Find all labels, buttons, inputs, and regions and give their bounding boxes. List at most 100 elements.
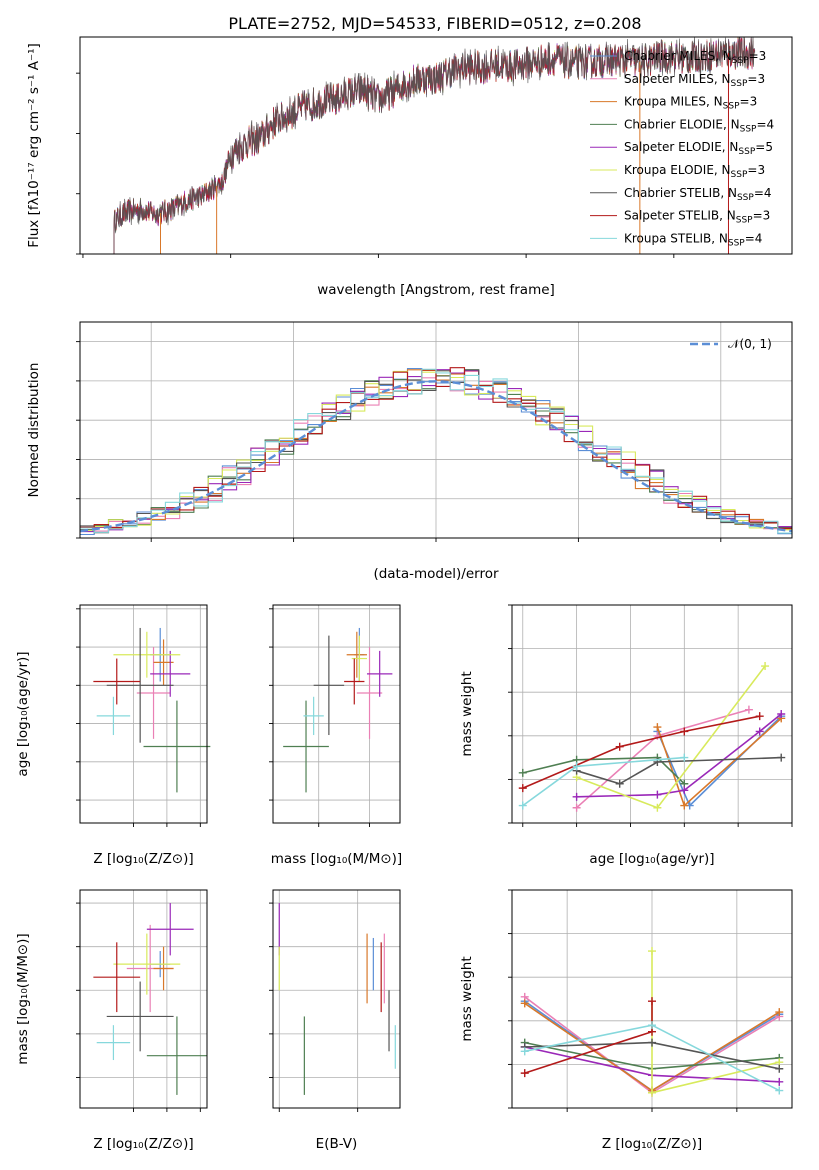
legend-entry: Kroupa ELODIE, NSSP=3 [624, 163, 765, 180]
axes-frame [511, 604, 793, 824]
weight-marker [615, 742, 624, 751]
y-axis-label: Normed distribution [26, 363, 42, 498]
legend-text: Chabrier ELODIE, N [624, 117, 740, 131]
axes-age-vs-mass: mass [log₁₀(M/M⊙)] [269, 604, 402, 867]
legend-subscript: SSP [737, 193, 754, 203]
legend-entry: Kroupa STELIB, NSSP=4 [624, 231, 762, 248]
legend-tail: =3 [747, 72, 765, 86]
weight-marker [518, 784, 527, 793]
errorbar-point [283, 700, 329, 793]
legend-tail: =4 [745, 231, 763, 245]
weight-marker [775, 1077, 784, 1086]
axes-mass-weight-vs-age: age [log₁₀(age/yr)] mass weight [459, 604, 793, 867]
weight-marker [680, 727, 689, 736]
weight-marker [572, 762, 581, 771]
legend-entry: Salpeter MILES, NSSP=3 [624, 72, 765, 89]
weight-marker [518, 768, 527, 777]
weight-marker [648, 997, 656, 1006]
weight-marker [520, 999, 529, 1008]
histogram-kroupa-stelib [80, 368, 792, 534]
weight-marker [653, 803, 662, 812]
x-axis-label: age [log₁₀(age/yr)] [589, 851, 714, 867]
weight-marker [680, 753, 689, 762]
errorbar-point [146, 1016, 207, 1095]
legend-text: Chabrier STELIB, N [624, 186, 737, 200]
errorbar-point [150, 650, 191, 697]
legend-subscript: SSP [731, 170, 748, 180]
y-axis-label: mass [log₁₀(M/M⊙)] [15, 933, 31, 1064]
weight-marker [520, 1069, 529, 1078]
weight-marker [648, 1021, 656, 1030]
weight-line-chabrier-stelib [576, 756, 782, 785]
weight-marker [744, 705, 753, 714]
legend-text: Kroupa ELODIE, N [624, 163, 731, 177]
x-axis-label: Z [log₁₀(Z/Z⊙)] [93, 1136, 193, 1152]
legend-tail: =3 [747, 163, 765, 177]
errorbar-point [96, 1025, 131, 1061]
legend-subscript: SSP [731, 79, 748, 89]
legend-text: Kroupa STELIB, N [624, 231, 728, 245]
normal-curve [79, 380, 793, 533]
errorbar-point [303, 696, 324, 736]
axes-frame [272, 889, 401, 1109]
axes-frame [79, 604, 208, 824]
weight-marker [777, 753, 786, 762]
legend-entry: Chabrier MILES, NSSP=3 [624, 49, 766, 66]
errorbar-point [113, 631, 181, 678]
errorbar-point [356, 647, 383, 739]
legend-tail: =3 [740, 95, 758, 109]
weight-line-salpeter-elodie [576, 713, 782, 798]
errorbar-point [93, 658, 141, 705]
errorbar-point [344, 658, 365, 705]
errorbar-point [366, 650, 393, 697]
legend-tail: =4 [756, 117, 774, 131]
axes-mass-vs-Z: Z [log₁₀(Z/Z⊙)] mass [log₁₀(M/M⊙)] [15, 889, 208, 1152]
weight-line-chabrier-elodie [522, 756, 685, 785]
errorbar-point [313, 635, 345, 736]
x-axis-label: Z [log₁₀(Z/Z⊙)] [602, 1136, 702, 1152]
legend-subscript: SSP [732, 56, 749, 66]
axes-age-vs-Z: Z [log₁₀(Z/Z⊙)] age [log₁₀(age/yr)] [15, 604, 211, 867]
axes-residual-histogram: (data-model)/error Normed distribution 𝒩(0… [26, 321, 793, 582]
errorbar-point [106, 627, 174, 743]
weight-marker [518, 801, 527, 810]
legend-entry: Kroupa MILES, NSSP=3 [624, 95, 757, 112]
weight-marker [615, 779, 624, 788]
y-axis-label: mass weight [459, 671, 475, 756]
legend-text: Chabrier MILES, N [624, 49, 732, 63]
legend-text: Kroupa MILES, N [624, 95, 723, 109]
legend-entry: Salpeter STELIB, NSSP=3 [624, 209, 770, 226]
weight-marker [777, 710, 786, 718]
weight-marker [775, 1064, 784, 1073]
weight-marker [520, 1047, 529, 1056]
weight-line-kroupa-stelib [522, 756, 685, 807]
legend-subscript: SSP [728, 238, 745, 248]
weight-marker [572, 803, 581, 812]
spectrum-line-chabrier-stelib [113, 37, 756, 254]
legend-subscript: SSP [740, 124, 757, 134]
axes-mass-vs-EBV: E(B-V) [269, 889, 401, 1152]
x-axis-label: E(B-V) [316, 1136, 358, 1152]
legend-text: Salpeter ELODIE, N [624, 140, 738, 154]
axes-frame [272, 604, 401, 824]
weight-line-kroupa-elodie [576, 665, 766, 809]
weight-marker [648, 1088, 656, 1097]
legend-text: Salpeter STELIB, N [624, 209, 736, 223]
errorbar-point [136, 647, 171, 739]
weight-marker [653, 790, 662, 799]
errorbar-point [346, 631, 367, 678]
legend-entry: Chabrier STELIB, NSSP=4 [624, 186, 772, 203]
x-axis-label: mass [log₁₀(M/M⊙)] [271, 851, 402, 867]
legend-subscript: SSP [736, 216, 753, 226]
y-axis-label: mass weight [459, 956, 475, 1041]
figure-title: PLATE=2752, MJD=54533, FIBERID=0512, z=0… [228, 14, 641, 33]
x-axis-label: Z [log₁₀(Z/Z⊙)] [93, 851, 193, 867]
weight-marker [648, 1038, 656, 1047]
weight-line-salpeter-stelib [522, 715, 760, 789]
legend-subscript: SSP [723, 102, 740, 112]
errorbar-point [153, 946, 174, 991]
spectrum-panel: wavelength [Angstrom, rest frame] Flux [f… [26, 36, 793, 298]
weight-marker [648, 947, 656, 956]
weight-marker [775, 1086, 784, 1095]
errorbar-point [146, 903, 194, 956]
